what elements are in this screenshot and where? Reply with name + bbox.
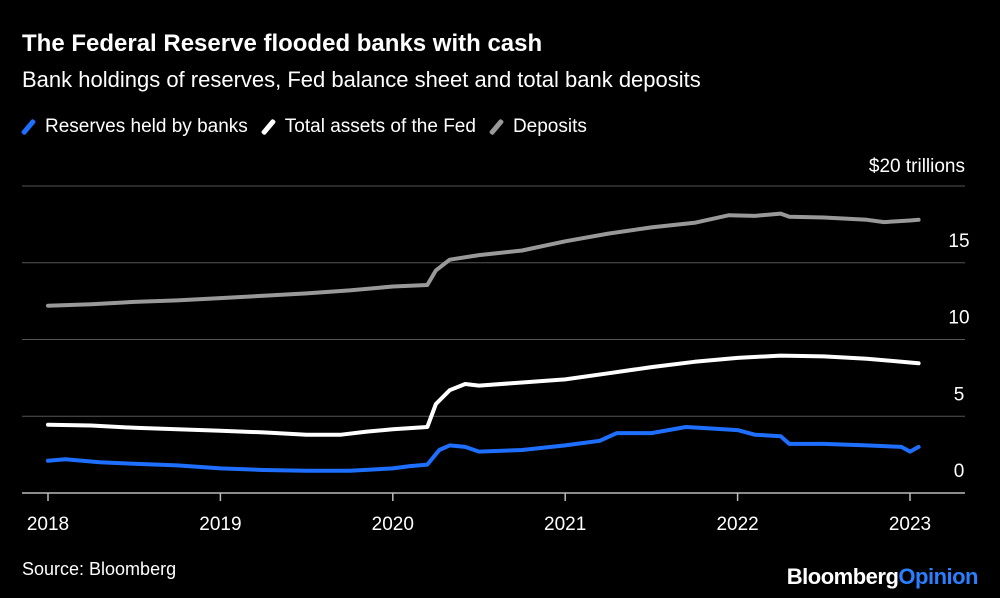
chart-title: The Federal Reserve flooded banks with c… [22,30,543,57]
legend-label-fed-assets: Total assets of the Fed [284,116,476,137]
x-tick-label: 2023 [889,514,931,535]
brand-name: Bloomberg [786,564,899,589]
x-tick-label: 2019 [199,514,241,535]
x-tick-label: 2022 [716,514,758,535]
y-axis-unit-label: $20 trillions [869,156,965,177]
chart-subtitle: Bank holdings of reserves, Fed balance s… [22,67,701,92]
y-tick-label: 15 [948,231,969,252]
series-line-total-assets-of-the-fed [46,353,921,437]
brand-logo: BloombergOpinion [786,564,979,590]
series-line-reserves-held-by-banks [46,425,921,473]
legend-item-reserves: Reserves held by banks [20,116,248,138]
legend-item-deposits: Deposits [488,116,587,138]
brand-suffix: Opinion [898,564,978,589]
x-tick-label: 2020 [372,514,414,535]
y-tick-label: 0 [954,461,965,482]
y-tick-label: 5 [954,384,965,405]
legend-label-reserves: Reserves held by banks [45,116,248,137]
x-tick-label: 2021 [544,514,586,535]
legend: Reserves held by banks Total assets of t… [20,116,601,138]
legend-label-deposits: Deposits [512,116,587,137]
legend-item-fed-assets: Total assets of the Fed [260,116,476,138]
source-note: Source: Bloomberg [22,559,177,579]
series-line-deposits [46,211,921,308]
y-tick-label: 10 [948,308,969,329]
x-tick-label: 2018 [27,514,69,535]
